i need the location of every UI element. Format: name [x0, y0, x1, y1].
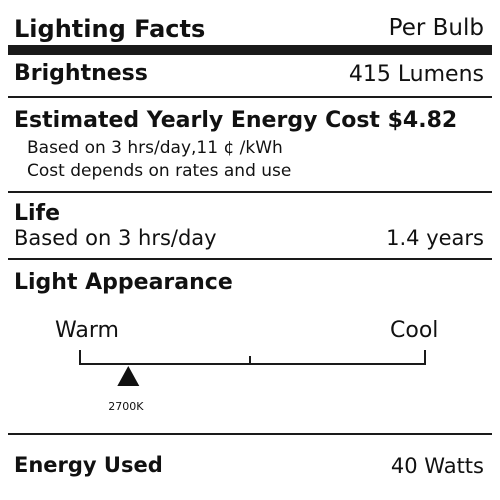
life-value: 1.4 years: [386, 226, 484, 250]
warm-label: Warm: [55, 318, 119, 343]
life-label: Life: [14, 201, 61, 226]
brightness-divider: [8, 96, 492, 98]
cool-label: Cool: [390, 318, 439, 343]
color-temperature-marker: [117, 366, 140, 386]
energy-cost-note: Cost depends on rates and use: [27, 161, 292, 181]
energy-used-value: 40 Watts: [390, 454, 484, 478]
energy-cost-basis: Based on 3 hrs/day,11 ¢ /kWh: [27, 138, 283, 158]
appearance-divider: [8, 433, 492, 435]
life-divider: [8, 258, 492, 260]
energy-cost-divider: [8, 191, 492, 193]
header-divider: [8, 45, 492, 55]
color-temperature-label: 2700K: [108, 400, 144, 413]
light-appearance-heading: Light Appearance: [14, 270, 233, 295]
per-bulb-label: Per Bulb: [388, 15, 484, 41]
color-temperature-scale: [79, 350, 426, 386]
life-basis: Based on 3 hrs/day: [14, 226, 217, 250]
brightness-label: Brightness: [14, 61, 148, 86]
energy-cost-heading: Estimated Yearly Energy Cost $4.82: [14, 108, 458, 133]
brightness-value: 415 Lumens: [348, 62, 484, 87]
page-title: Lighting Facts: [14, 15, 206, 43]
energy-used-label: Energy Used: [14, 453, 163, 477]
